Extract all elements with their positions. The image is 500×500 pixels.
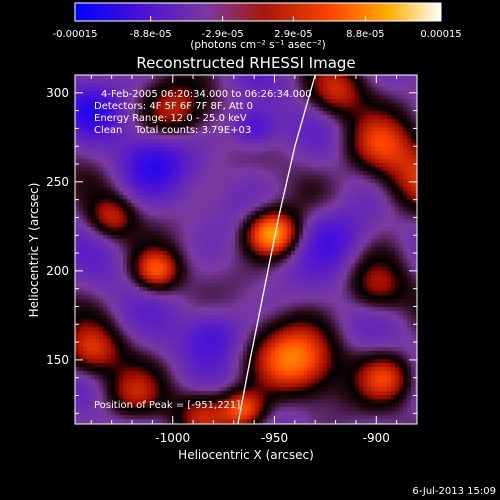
y-axis-label: Heliocentric Y (arcsec) (27, 183, 41, 318)
colorbar-tick-label: -2.9e-05 (202, 29, 244, 40)
colorbar-tick-label: -0.00015 (53, 29, 98, 40)
footer-timestamp: 6-Jul-2013 15:09 (412, 486, 496, 497)
annotation-energy: Energy Range: 12.0 - 25.0 keV (94, 113, 247, 124)
annotation-time-range: 4-Feb-2005 06:20:34.000 to 06:26:34.000 (101, 89, 312, 100)
y-tick-label: 200 (46, 264, 69, 278)
x-tick-label: -1000 (155, 431, 190, 445)
axis-ticks (75, 74, 418, 424)
y-tick-label: 300 (46, 86, 69, 100)
colorbar-tick-labels: -0.00015 -8.8e-05 -2.9e-05 2.9e-05 8.8e-05 0.… (53, 29, 462, 40)
colorbar-tick-label: 2.9e-05 (274, 29, 312, 40)
chart-title: Reconstructed RHESSI Image (136, 54, 355, 72)
annotation-peak: Position of Peak = [-951,221] (94, 400, 240, 411)
colorbar-units-label: (photons cm⁻² s⁻¹ asec⁻²) (190, 39, 325, 51)
x-tick-label: -950 (261, 431, 288, 445)
colorbar (75, 3, 441, 21)
annotation-detectors: Detectors: 4F 5F 6F 7F 8F, Att 0 (94, 101, 253, 112)
colorbar-tick-label: -8.8e-05 (130, 29, 172, 40)
colorbar-tick-label: 0.00015 (420, 29, 461, 40)
y-tick-label: 250 (46, 175, 69, 189)
x-axis-label: Heliocentric X (arcsec) (178, 448, 314, 462)
y-tick-label: 150 (46, 353, 69, 367)
annotation-clean: Clean Total counts: 3.79E+03 (94, 125, 251, 136)
x-tick-label: -900 (363, 431, 390, 445)
plot-frame (74, 74, 418, 425)
axis-tick-labels: -1000 -950 -900 150 200 250 300 (46, 86, 390, 445)
colorbar-frame (74, 2, 442, 22)
solar-limb-curve (237, 75, 316, 424)
colorbar-tick-label: 8.8e-05 (346, 29, 384, 40)
colorbar-ticks (74, 16, 442, 21)
heatmap-image (75, 75, 417, 424)
